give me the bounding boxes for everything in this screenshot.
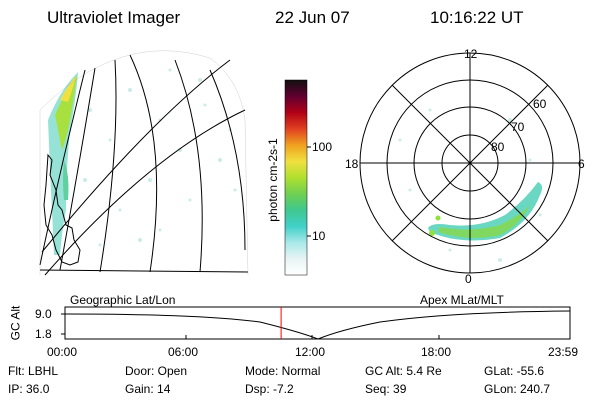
info-flt: Flt: LBHL [8, 364, 59, 378]
time-label-1200: 12:00 [295, 345, 326, 359]
time-label-0600: 06:00 [168, 345, 199, 359]
info-door: Door: Open [125, 364, 188, 378]
alt-axis-label: GC Alt [8, 305, 23, 341]
colorbar-label: photon cm-2s-1 [266, 138, 280, 222]
map-speckles [83, 68, 237, 247]
info-dsp: Dsp: -7.2 [245, 382, 294, 396]
info-seq: Seq: 39 [365, 382, 407, 396]
altitude-curve [64, 310, 571, 340]
info-glat: GLat: -55.6 [484, 364, 545, 378]
map-boundary [39, 50, 249, 276]
mlt-label-12: 12 [464, 47, 478, 61]
info-gcalt: GC Alt: 5.4 Re [365, 364, 442, 378]
polar-speckles [398, 108, 542, 262]
lat-label-70: 70 [511, 120, 525, 134]
alt-tick-9: 9.0 [35, 307, 52, 321]
time-label-1800: 18:00 [421, 345, 452, 359]
lat-label-80: 80 [491, 140, 505, 154]
colorbar-tick-100: 100 [312, 140, 333, 154]
mlt-label-6: 6 [578, 157, 585, 171]
altitude-strip [61, 306, 571, 340]
mlt-label-0: 0 [465, 272, 472, 286]
geographic-map [39, 50, 249, 276]
colorbar-tick-10: 10 [312, 229, 326, 243]
date-label: 22 Jun 07 [275, 8, 350, 27]
polar-plot [359, 52, 581, 274]
info-ip: IP: 36.0 [8, 382, 50, 396]
map-grid [39, 54, 249, 276]
time-label: 10:16:22 UT [430, 8, 524, 27]
colorbar [284, 79, 311, 276]
time-label-2359: 23:59 [548, 345, 579, 359]
info-mode: Mode: Normal [245, 364, 321, 378]
polar-grid [360, 53, 580, 273]
app-title: Ultraviolet Imager [47, 8, 181, 27]
lat-label-60: 60 [533, 97, 547, 111]
apex-label: Apex MLat/MLT [420, 293, 504, 307]
mlt-label-18: 18 [345, 157, 359, 171]
info-gain: Gain: 14 [125, 382, 171, 396]
polar-aurora [428, 182, 543, 241]
geographic-label: Geographic Lat/Lon [70, 293, 176, 307]
time-label-0000: 00:00 [47, 345, 78, 359]
info-glon: GLon: 240.7 [484, 382, 551, 396]
alt-tick-1-8: 1.8 [35, 327, 52, 341]
map-aurora [48, 72, 78, 255]
